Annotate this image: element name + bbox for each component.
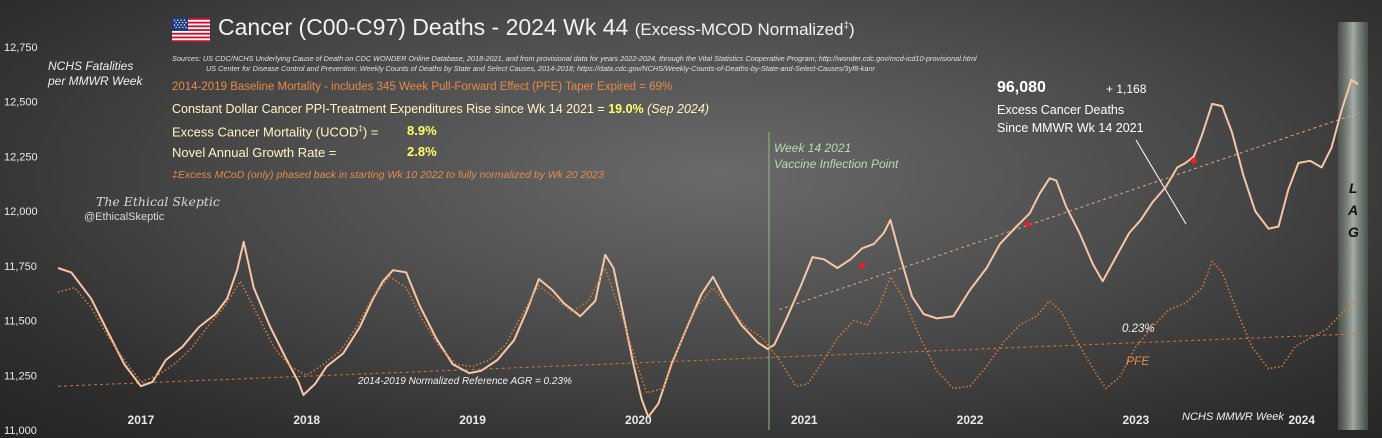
y-axis-label-line-2: per MMWR Week xyxy=(48,74,143,88)
x-tick-label: 2018 xyxy=(293,413,320,427)
excess-deaths-desc-2: Since MMWR Wk 14 2021 xyxy=(997,121,1144,135)
chart-title-block: Cancer (C00-C97) Deaths - 2024 Wk 44 (Ex… xyxy=(218,14,855,41)
baseline-annotation: 2014-2019 Baseline Mortality - includes … xyxy=(172,81,673,93)
y-tick-label: 11,000 xyxy=(4,425,37,437)
excess-dagger: ‡ xyxy=(358,124,363,133)
sources-line-1: Sources: US CDC/NCHS Underlying Cause of… xyxy=(172,54,977,63)
y-tick-label: 12,000 xyxy=(4,206,38,218)
x-tick-label: 2017 xyxy=(128,413,155,427)
reference-agr-label: 2014-2019 Normalized Reference AGR = 0.2… xyxy=(358,376,572,387)
brand-handle: @EthicalSkeptic xyxy=(84,211,165,223)
x-tick-label: 2024 xyxy=(1288,413,1315,427)
excess-mortality-label: Excess Cancer Mortality (UCOD‡) = xyxy=(172,124,378,139)
data-marker xyxy=(859,262,866,269)
excess-mortality-value: 8.9% xyxy=(407,123,437,138)
excess-pointer-line xyxy=(1135,139,1187,225)
footnote: ‡Excess MCoD (only) phased back in start… xyxy=(172,169,604,181)
us-flag-icon xyxy=(172,18,210,42)
lag-letter-g: G xyxy=(1348,224,1359,240)
y-axis: 11,000 11,250 11,500 11,750 12,000 12,250 12,5… xyxy=(4,42,38,437)
excess-label-text: Excess Cancer Mortality (UCOD xyxy=(172,124,359,140)
excess-deaths-delta: + 1,168 xyxy=(1106,82,1147,96)
ppi-text: Constant Dollar Cancer PPI-Treatment Exp… xyxy=(172,102,609,116)
brand-logo: The Ethical Skeptic xyxy=(96,194,220,209)
excess-deaths-count: 96,080 xyxy=(997,79,1046,96)
excess-deaths-desc-1: Excess Cancer Deaths xyxy=(997,103,1125,117)
sources-line-2: US Center for Disease Control and Preven… xyxy=(206,64,875,73)
growth-rate-label: Novel Annual Growth Rate = xyxy=(172,145,337,160)
lag-band xyxy=(1338,22,1368,430)
x-tick-label: 2022 xyxy=(957,413,984,427)
title-suffix-text: (Excess-MCOD Normalized xyxy=(634,20,844,39)
pfe-label: PFE xyxy=(1126,354,1150,368)
y-tick-label: 12,250 xyxy=(4,151,38,163)
ppi-value: 19.0% xyxy=(608,102,644,116)
ppi-annotation: Constant Dollar Cancer PPI-Treatment Exp… xyxy=(172,102,709,116)
y-tick-label: 12,500 xyxy=(4,97,38,109)
title-close: ) xyxy=(849,20,855,39)
series-line-2 xyxy=(57,260,1357,394)
lag-letter-l: L xyxy=(1349,180,1358,196)
title-dagger: ‡ xyxy=(843,20,850,32)
data-marker xyxy=(1190,157,1197,164)
x-tick-label: 2023 xyxy=(1122,413,1149,427)
x-axis-label: NCHS MMWR Week xyxy=(1182,411,1284,423)
y-tick-label: 11,250 xyxy=(4,370,37,382)
x-tick-label: 2019 xyxy=(459,413,486,427)
y-axis-label-line-1: NCHS Fatalities xyxy=(48,59,134,73)
series-group xyxy=(57,78,1359,418)
chart-title-suffix: (Excess-MCOD Normalized‡) xyxy=(635,20,855,39)
lag-band-rect xyxy=(1338,22,1368,430)
data-marker xyxy=(1025,221,1032,228)
reference-line xyxy=(57,333,1360,387)
ppi-date: (Sep 2024) xyxy=(647,102,709,116)
y-tick-label: 11,500 xyxy=(4,316,37,328)
lag-letter-a: A xyxy=(1348,202,1359,218)
trend-percent-label: 0.23% xyxy=(1122,323,1155,335)
y-tick-label: 12,750 xyxy=(4,42,38,54)
growth-rate-value: 2.8% xyxy=(407,144,437,159)
excess-close: ) = xyxy=(362,124,379,140)
x-axis: 2017 2018 2019 2020 2021 2022 2023 2024 xyxy=(128,413,1316,427)
x-tick-label: 2021 xyxy=(791,413,818,427)
markers-group xyxy=(859,157,1197,269)
y-tick-label: 11,750 xyxy=(4,261,37,273)
series-line-1 xyxy=(57,78,1359,418)
vaccine-label-line-2: Vaccine Inflection Point xyxy=(774,157,899,171)
x-tick-label: 2020 xyxy=(625,413,652,427)
vaccine-label-line-1: Week 14 2021 xyxy=(774,141,852,155)
chart-title: Cancer (C00-C97) Deaths - 2024 Wk 44 xyxy=(218,14,629,40)
